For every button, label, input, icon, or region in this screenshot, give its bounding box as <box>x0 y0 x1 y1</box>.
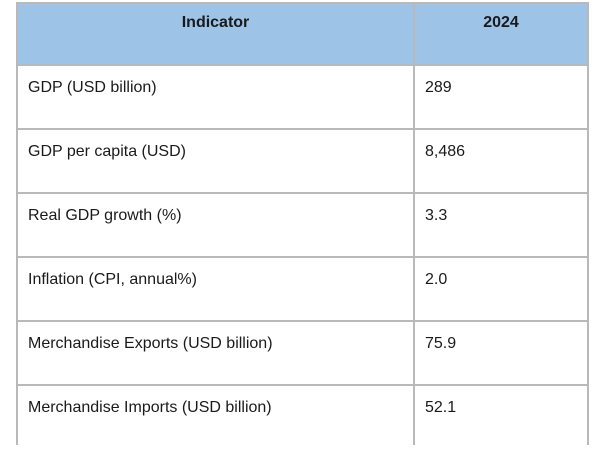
value-cell: 75.9 <box>413 320 589 386</box>
table-row: GDP (USD billion) 289 <box>16 64 589 130</box>
indicator-cell: Real GDP growth (%) <box>16 192 415 258</box>
table-row: Merchandise Imports (USD billion) 52.1 <box>16 384 589 445</box>
table-row: GDP per capita (USD) 8,486 <box>16 128 589 194</box>
header-row: Indicator 2024 <box>16 2 589 66</box>
value-cell: 2.0 <box>413 256 589 322</box>
value-cell: 52.1 <box>413 384 589 445</box>
header-indicator: Indicator <box>16 2 415 66</box>
indicator-cell: GDP per capita (USD) <box>16 128 415 194</box>
table-header: Indicator 2024 <box>16 2 589 66</box>
value-cell: 8,486 <box>413 128 589 194</box>
header-year: 2024 <box>413 2 589 66</box>
value-cell: 289 <box>413 64 589 130</box>
indicator-cell: Merchandise Imports (USD billion) <box>16 384 415 445</box>
value-cell: 3.3 <box>413 192 589 258</box>
table-row: Real GDP growth (%) 3.3 <box>16 192 589 258</box>
indicator-cell: GDP (USD billion) <box>16 64 415 130</box>
indicator-table: Indicator 2024 GDP (USD billion) 289 GDP… <box>16 2 589 445</box>
indicator-cell: Merchandise Exports (USD billion) <box>16 320 415 386</box>
indicator-cell: Inflation (CPI, annual%) <box>16 256 415 322</box>
table-row: Merchandise Exports (USD billion) 75.9 <box>16 320 589 386</box>
table-row: Inflation (CPI, annual%) 2.0 <box>16 256 589 322</box>
table-body: GDP (USD billion) 289 GDP per capita (US… <box>16 64 589 445</box>
